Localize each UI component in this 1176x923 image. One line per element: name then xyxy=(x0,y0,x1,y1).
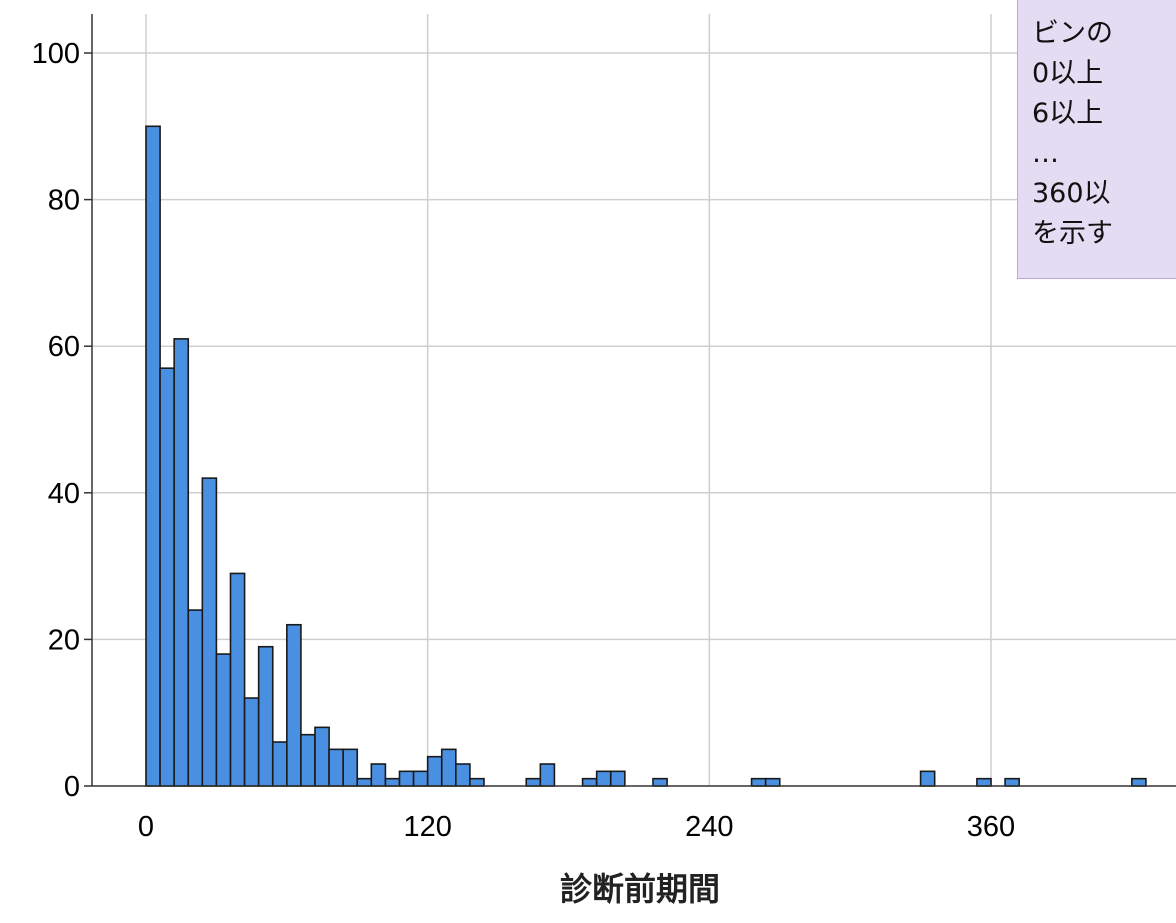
histogram-bar xyxy=(412,770,429,787)
y-tick-label: 100 xyxy=(32,38,80,70)
x-axis-label: 診断前期間 xyxy=(560,870,720,908)
histogram-bar xyxy=(342,748,359,787)
histogram-bar xyxy=(581,777,598,787)
histogram-bar xyxy=(243,697,260,787)
y-tick-label: 80 xyxy=(48,185,80,217)
histogram-bar xyxy=(609,770,626,787)
histogram-bar xyxy=(539,763,556,787)
y-tick-label: 0 xyxy=(64,771,80,803)
note-line-2: 0以上 xyxy=(1032,58,1104,89)
histogram-bar xyxy=(919,770,936,787)
note-line-6: を示す xyxy=(1032,218,1113,249)
x-tick-label: 240 xyxy=(685,811,733,843)
histogram-bar xyxy=(525,777,542,787)
histogram-bar xyxy=(426,755,443,787)
histogram-bar xyxy=(145,125,161,787)
axes xyxy=(84,14,1176,787)
histogram-bar xyxy=(384,777,401,787)
histogram-bar xyxy=(370,763,387,787)
note-line-5: 360以 xyxy=(1032,178,1111,209)
y-tick-labels: 0 20 40 60 80 100 xyxy=(32,38,80,803)
note-line-1: ビンの xyxy=(1032,18,1113,49)
histogram-bar xyxy=(976,777,992,787)
histogram-bar xyxy=(455,763,471,787)
histogram-bar xyxy=(398,770,415,787)
x-tick-label: 360 xyxy=(967,811,1015,843)
histogram-bar xyxy=(187,609,204,787)
bars xyxy=(145,125,1147,787)
histogram-bar xyxy=(1004,777,1020,787)
x-tick-label: 120 xyxy=(403,811,451,843)
histogram-bar xyxy=(469,777,485,787)
histogram-bar xyxy=(229,572,246,787)
note-line-3: 6以上 xyxy=(1032,98,1104,129)
histogram-bar xyxy=(201,477,218,787)
x-tick-label: 0 xyxy=(138,811,154,843)
y-tick-label: 60 xyxy=(48,331,80,363)
gridlines xyxy=(92,14,1176,786)
histogram-bar xyxy=(356,777,373,787)
histogram-bar xyxy=(440,748,457,787)
x-tick-labels: 0 120 240 360 xyxy=(138,811,1015,843)
y-tick-label: 20 xyxy=(48,624,80,656)
histogram-bar xyxy=(300,733,316,787)
histogram-bar xyxy=(652,777,668,787)
annotation-note: ビンの 0以上 6以上 … 360以 を示す xyxy=(1017,0,1176,279)
histogram-bar xyxy=(764,777,781,787)
note-line-4: … xyxy=(1032,138,1059,169)
histogram-bar xyxy=(595,770,612,787)
histogram-bar xyxy=(314,726,330,787)
histogram-bar xyxy=(271,741,288,787)
histogram-bar xyxy=(750,777,767,787)
histogram-bar xyxy=(286,623,302,787)
histogram-bar xyxy=(257,645,274,787)
histogram-bar xyxy=(1131,777,1147,787)
histogram-bar xyxy=(328,748,344,787)
histogram-bar xyxy=(159,367,175,787)
y-tick-label: 40 xyxy=(48,478,80,510)
histogram-bar xyxy=(173,338,190,787)
histogram-bar xyxy=(215,653,232,787)
